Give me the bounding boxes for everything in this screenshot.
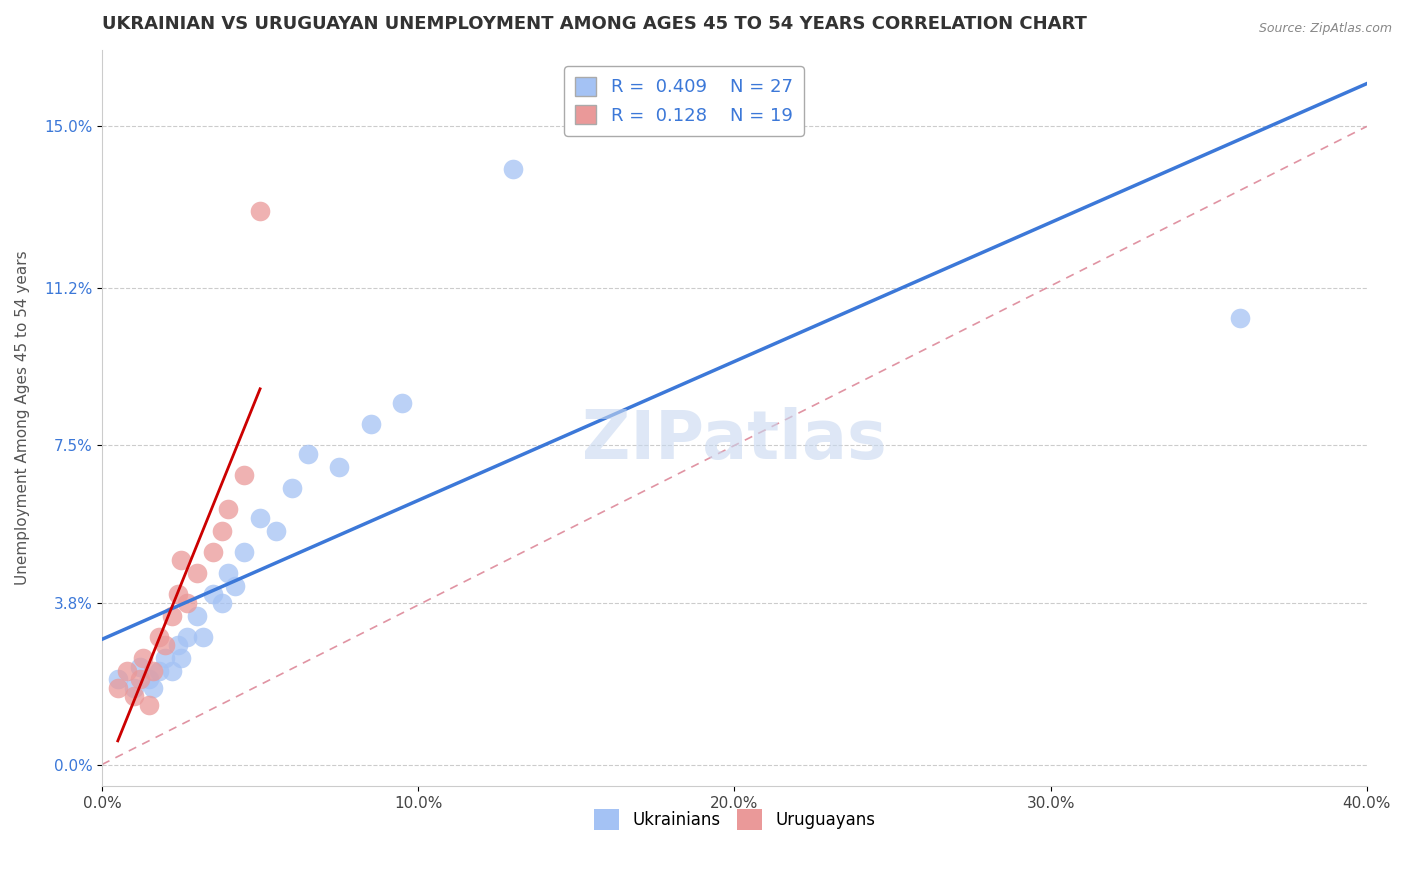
- Point: [233, 468, 256, 483]
- Point: [391, 396, 413, 410]
- Point: [211, 524, 233, 538]
- Point: [142, 664, 165, 678]
- Point: [502, 161, 524, 176]
- Point: [280, 481, 302, 495]
- Text: ZIPatlas: ZIPatlas: [582, 407, 887, 473]
- Point: [167, 639, 190, 653]
- Point: [148, 664, 170, 678]
- Point: [360, 417, 382, 432]
- Point: [249, 510, 271, 524]
- Point: [138, 673, 160, 687]
- Point: [129, 673, 152, 687]
- Point: [201, 587, 224, 601]
- Text: Source: ZipAtlas.com: Source: ZipAtlas.com: [1258, 22, 1392, 36]
- Point: [170, 553, 193, 567]
- Point: [160, 608, 183, 623]
- Point: [142, 681, 165, 695]
- Point: [186, 566, 208, 580]
- Point: [217, 566, 239, 580]
- Point: [155, 651, 177, 665]
- Point: [148, 630, 170, 644]
- Point: [160, 664, 183, 678]
- Point: [1229, 310, 1251, 325]
- Point: [193, 630, 215, 644]
- Point: [122, 690, 145, 704]
- Point: [224, 579, 246, 593]
- Point: [122, 681, 145, 695]
- Point: [217, 502, 239, 516]
- Point: [170, 651, 193, 665]
- Point: [186, 608, 208, 623]
- Point: [211, 596, 233, 610]
- Point: [129, 659, 152, 673]
- Legend: Ukrainians, Uruguayans: Ukrainians, Uruguayans: [586, 803, 882, 837]
- Point: [264, 524, 287, 538]
- Text: UKRAINIAN VS URUGUAYAN UNEMPLOYMENT AMONG AGES 45 TO 54 YEARS CORRELATION CHART: UKRAINIAN VS URUGUAYAN UNEMPLOYMENT AMON…: [103, 15, 1087, 33]
- Point: [176, 630, 198, 644]
- Point: [155, 639, 177, 653]
- Point: [117, 664, 139, 678]
- Point: [132, 651, 155, 665]
- Point: [249, 204, 271, 219]
- Point: [176, 596, 198, 610]
- Point: [201, 545, 224, 559]
- Point: [297, 447, 319, 461]
- Point: [107, 673, 129, 687]
- Point: [107, 681, 129, 695]
- Point: [167, 587, 190, 601]
- Point: [233, 545, 256, 559]
- Y-axis label: Unemployment Among Ages 45 to 54 years: Unemployment Among Ages 45 to 54 years: [15, 251, 30, 585]
- Point: [328, 459, 350, 474]
- Point: [138, 698, 160, 712]
